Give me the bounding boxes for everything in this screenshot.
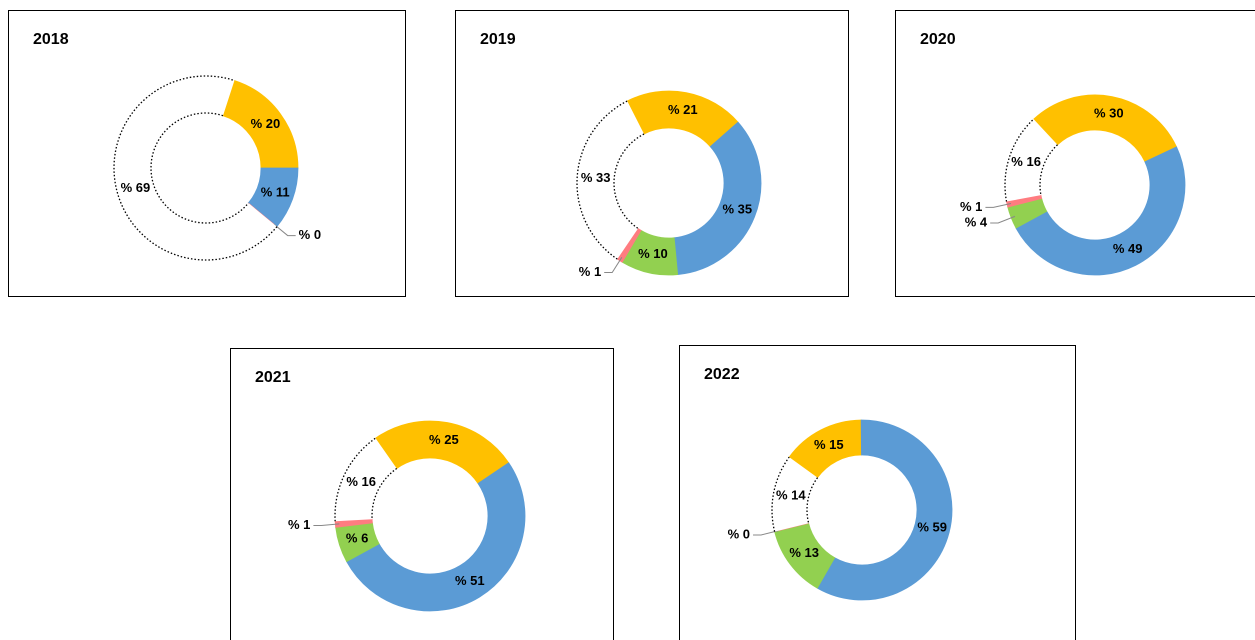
data-label: % 49 <box>1113 241 1143 256</box>
data-label: % 51 <box>455 573 485 588</box>
data-label: % 33 <box>581 170 611 185</box>
chart-title: 2018 <box>33 31 69 48</box>
segment-outline <box>771 456 819 532</box>
donut-segment <box>1033 94 1178 163</box>
data-label: % 1 <box>960 199 982 214</box>
segment-outline <box>1004 118 1058 202</box>
donut-segment <box>1006 194 1043 208</box>
data-label: % 0 <box>728 526 750 541</box>
leader-line <box>990 215 1016 224</box>
data-label: % 25 <box>429 432 459 447</box>
leader-line <box>273 223 296 237</box>
data-label: % 16 <box>1011 154 1041 169</box>
data-label: % 69 <box>121 180 151 195</box>
data-label: % 14 <box>776 488 806 503</box>
donut-segment <box>1015 146 1186 276</box>
donut-segment <box>771 457 818 532</box>
donut-segment <box>577 101 645 260</box>
data-label: % 6 <box>346 531 368 546</box>
data-label: % 21 <box>668 102 698 117</box>
donut-segment <box>335 438 397 522</box>
data-label: % 35 <box>723 201 753 216</box>
segment-outline <box>334 437 398 522</box>
data-label: % 16 <box>346 474 376 489</box>
data-label: % 13 <box>789 545 819 560</box>
data-label: % 1 <box>288 517 310 532</box>
leader-line <box>313 523 340 526</box>
chart-title: 2019 <box>480 31 516 48</box>
donut-segment <box>673 121 762 276</box>
chart-title: 2021 <box>255 369 291 386</box>
donut-segment <box>816 419 953 601</box>
chart-title: 2020 <box>920 31 956 48</box>
donut-segment <box>1005 119 1058 202</box>
donut-segment <box>346 462 526 612</box>
data-label: % 30 <box>1094 105 1124 120</box>
leader-line <box>753 530 779 536</box>
data-label: % 11 <box>261 184 290 199</box>
data-label: % 0 <box>299 227 321 242</box>
leader-line <box>604 257 623 273</box>
data-label: % 10 <box>638 246 668 261</box>
data-label: % 4 <box>965 214 988 229</box>
data-label: % 20 <box>251 116 281 131</box>
data-label: % 15 <box>814 437 844 452</box>
data-label: % 59 <box>917 520 947 535</box>
segment-outline <box>113 75 278 261</box>
segment-outline <box>576 100 645 260</box>
leader-line <box>985 202 1012 208</box>
data-label: % 1 <box>579 264 601 279</box>
chart-title: 2022 <box>704 366 740 383</box>
